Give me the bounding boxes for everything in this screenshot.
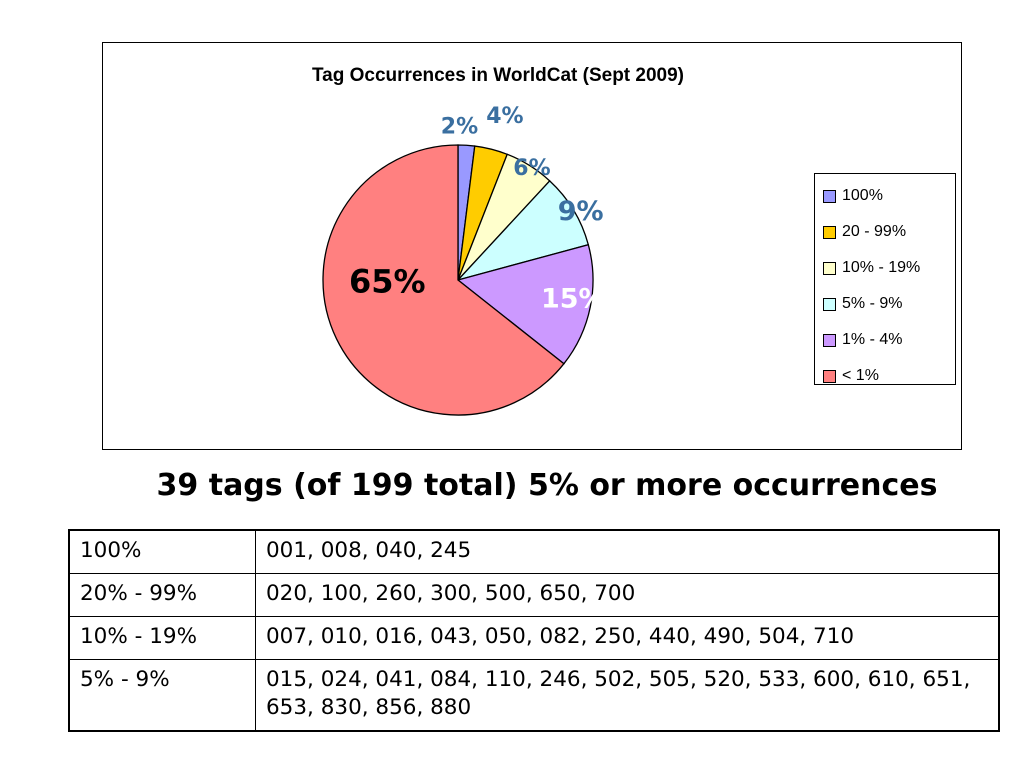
table-row: 10% - 19% 007, 010, 016, 043, 050, 082, …	[68, 616, 1000, 660]
legend-label: < 1%	[842, 367, 879, 384]
slice-data-label: 6%	[513, 156, 550, 181]
pie-slice	[456, 243, 594, 365]
legend-label: 5% - 9%	[842, 295, 903, 312]
range-cell: 20% - 99%	[68, 573, 256, 617]
legend-swatch	[823, 297, 836, 311]
legend-item: 20 - 99%	[815, 214, 955, 250]
slice-data-label: 65%	[349, 262, 426, 300]
legend-item: 5% - 9%	[815, 286, 955, 322]
legend-swatch	[823, 261, 836, 275]
range-cell: 5% - 9%	[68, 659, 256, 732]
legend-label: 10% - 19%	[842, 259, 921, 276]
table-row: 20% - 99% 020, 100, 260, 300, 500, 650, …	[68, 573, 1000, 617]
tag-table: 100% 001, 008, 040, 245 20% - 99% 020, 1…	[68, 529, 1000, 732]
tags-cell: 015, 024, 041, 084, 110, 246, 502, 505, …	[255, 659, 1000, 732]
tags-cell: 020, 100, 260, 300, 500, 650, 700	[255, 573, 1000, 617]
summary-heading: 39 tags (of 199 total) 5% or more occurr…	[156, 468, 938, 503]
legend-label: 100%	[842, 187, 883, 204]
slice-data-label: 9%	[558, 196, 604, 227]
table-row: 5% - 9% 015, 024, 041, 084, 110, 246, 50…	[68, 659, 1000, 732]
tags-cell: 007, 010, 016, 043, 050, 082, 250, 440, …	[255, 616, 1000, 660]
legend-item: 100%	[815, 178, 955, 214]
table-row: 100% 001, 008, 040, 245	[68, 529, 1000, 574]
chart-frame: Tag Occurrences in WorldCat (Sept 2009) …	[102, 42, 962, 450]
legend-swatch	[823, 189, 836, 203]
slice-data-label: 2%	[441, 115, 478, 140]
legend-item: < 1%	[815, 358, 955, 394]
legend-swatch	[823, 225, 836, 239]
pie-slice	[322, 144, 565, 416]
legend-item: 1% - 4%	[815, 322, 955, 358]
legend-item: 10% - 19%	[815, 250, 955, 286]
legend-label: 1% - 4%	[842, 331, 903, 348]
range-cell: 100%	[68, 529, 256, 574]
legend-swatch	[823, 333, 836, 347]
slice-data-label: 15%	[541, 283, 606, 314]
chart-legend: 100% 20 - 99% 10% - 19% 5% - 9% 1% - 4% …	[814, 173, 956, 385]
tags-cell: 001, 008, 040, 245	[255, 529, 1000, 574]
range-cell: 10% - 19%	[68, 616, 256, 660]
legend-label: 20 - 99%	[842, 223, 907, 240]
legend-swatch	[823, 369, 836, 383]
slice-data-label: 4%	[486, 104, 523, 129]
pie-chart: 2% 4% 6% 9% 15% 65%	[322, 104, 606, 416]
chart-title: Tag Occurrences in WorldCat (Sept 2009)	[311, 65, 684, 86]
